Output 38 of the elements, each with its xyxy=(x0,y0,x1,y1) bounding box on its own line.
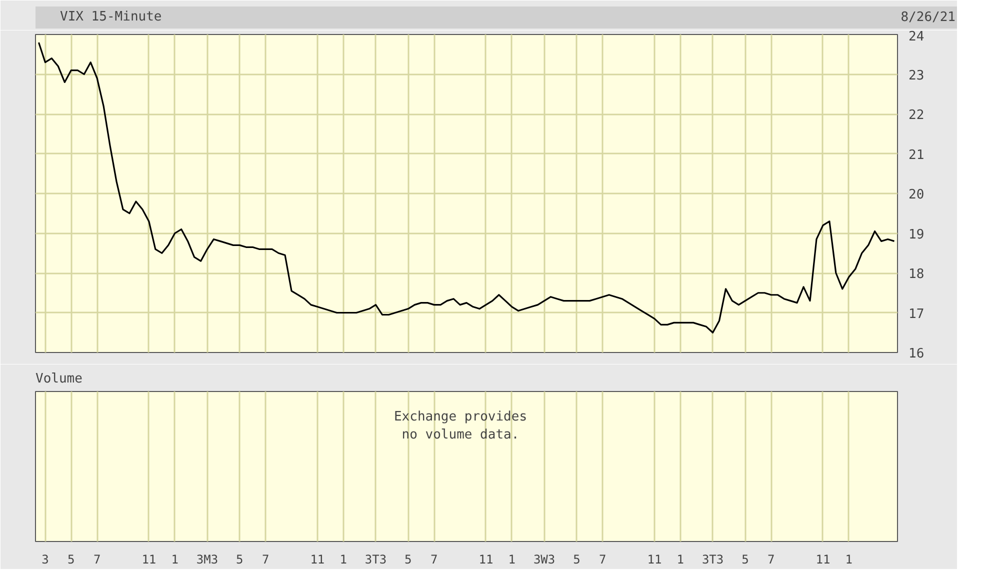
category-label: 11 xyxy=(816,552,830,566)
category-label: 1 xyxy=(845,552,853,566)
text: VIX 15-Minute xyxy=(60,10,162,24)
category-label: 7 xyxy=(93,552,101,566)
category-label: 5 xyxy=(404,552,412,566)
category-label: 3T3 xyxy=(702,552,724,566)
y-tick-label: 23 xyxy=(908,68,924,84)
y-tick-label: 21 xyxy=(908,148,924,163)
category-label: 7 xyxy=(262,552,270,566)
text: Exchange provides no volume data. xyxy=(394,410,528,442)
category-label: 5 xyxy=(742,552,749,566)
y-tick-label: 19 xyxy=(908,227,924,242)
y-tick-label: 18 xyxy=(908,267,924,282)
category-label: 3 xyxy=(42,552,49,566)
text: 8/26/21 xyxy=(900,10,956,25)
category-label: 11 xyxy=(142,552,156,566)
y-tick-label: 24 xyxy=(908,30,924,44)
category-label: 11 xyxy=(310,552,325,566)
category-label: 5 xyxy=(573,552,580,566)
category-label: 5 xyxy=(68,552,75,566)
category-label: 7 xyxy=(598,552,606,566)
category-label: 3M3 xyxy=(196,552,218,566)
category-label: 7 xyxy=(430,552,438,566)
y-tick-label: 16 xyxy=(908,346,924,362)
category-label: 7 xyxy=(768,552,775,566)
y-tick-label: 17 xyxy=(908,306,924,322)
y-tick-label: 22 xyxy=(908,108,924,123)
category-label: 1 xyxy=(171,552,178,566)
category-label: 3T3 xyxy=(364,552,387,566)
category-label: 11 xyxy=(647,552,662,566)
category-label: 1 xyxy=(340,552,347,566)
category-label: 1 xyxy=(676,552,684,566)
y-tick-label: 20 xyxy=(908,188,924,202)
category-label: 11 xyxy=(478,552,494,566)
category-label: 1 xyxy=(508,552,516,566)
category-label: 3W3 xyxy=(533,552,556,566)
text: Volume xyxy=(36,372,83,386)
category-label: 5 xyxy=(236,552,244,566)
